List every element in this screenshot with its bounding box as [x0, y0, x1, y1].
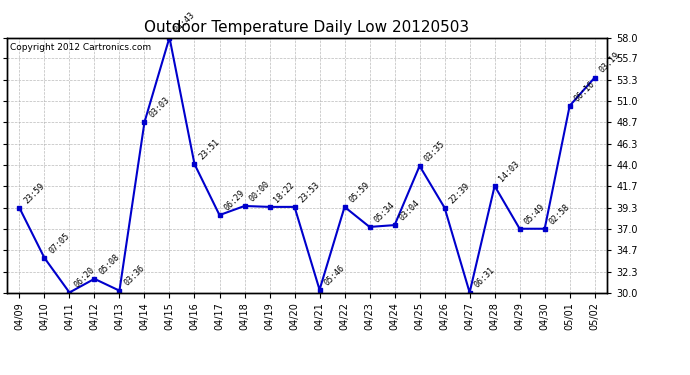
Title: Outdoor Temperature Daily Low 20120503: Outdoor Temperature Daily Low 20120503 [144, 20, 470, 35]
Text: 14:03: 14:03 [497, 159, 522, 183]
Text: 02:58: 02:58 [547, 202, 571, 226]
Text: 23:51: 23:51 [197, 137, 221, 161]
Text: 03:03: 03:03 [147, 95, 171, 119]
Text: 06:31: 06:31 [473, 266, 496, 290]
Text: 06:20: 06:20 [72, 266, 96, 290]
Text: 23:59: 23:59 [22, 181, 46, 205]
Text: 05:08: 05:08 [97, 252, 121, 276]
Text: 03:35: 03:35 [422, 139, 446, 163]
Text: Copyright 2012 Cartronics.com: Copyright 2012 Cartronics.com [10, 43, 151, 52]
Text: 06:29: 06:29 [222, 188, 246, 212]
Text: 05:49: 05:49 [522, 202, 546, 226]
Text: 05:59: 05:59 [347, 180, 371, 204]
Text: 03:04: 03:04 [397, 198, 422, 222]
Text: 07:05: 07:05 [47, 231, 71, 255]
Text: 03:36: 03:36 [122, 264, 146, 288]
Text: 00:00: 00:00 [247, 179, 271, 203]
Text: 05:46: 05:46 [322, 263, 346, 287]
Text: 05:34: 05:34 [373, 200, 396, 224]
Text: 04:43: 04:43 [172, 10, 196, 35]
Text: 22:39: 22:39 [447, 181, 471, 205]
Text: 03:19: 03:19 [598, 51, 622, 75]
Text: 06:16: 06:16 [573, 79, 596, 103]
Text: 23:53: 23:53 [297, 180, 322, 204]
Text: 18:22: 18:22 [273, 180, 296, 204]
